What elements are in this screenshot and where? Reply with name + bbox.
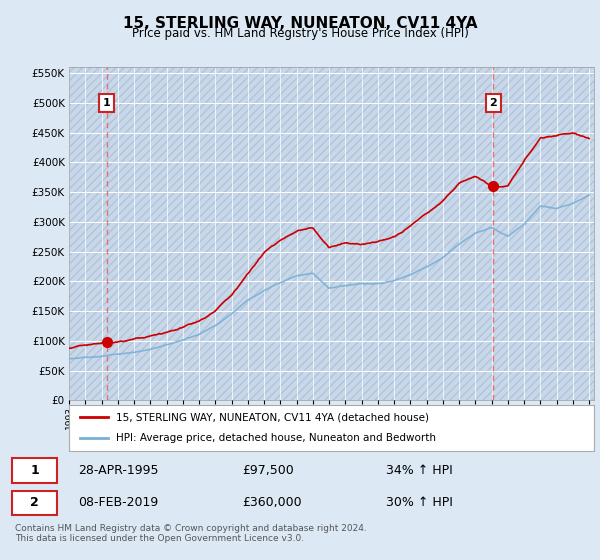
- Text: 1: 1: [30, 464, 39, 477]
- Text: £97,500: £97,500: [242, 464, 294, 477]
- Text: 30% ↑ HPI: 30% ↑ HPI: [386, 497, 453, 510]
- FancyBboxPatch shape: [12, 458, 57, 483]
- Text: 34% ↑ HPI: 34% ↑ HPI: [386, 464, 453, 477]
- Text: Contains HM Land Registry data © Crown copyright and database right 2024.
This d: Contains HM Land Registry data © Crown c…: [15, 524, 367, 543]
- Text: 2: 2: [490, 98, 497, 108]
- Text: HPI: Average price, detached house, Nuneaton and Bedworth: HPI: Average price, detached house, Nune…: [116, 433, 436, 444]
- Text: 15, STERLING WAY, NUNEATON, CV11 4YA (detached house): 15, STERLING WAY, NUNEATON, CV11 4YA (de…: [116, 412, 429, 422]
- Text: 15, STERLING WAY, NUNEATON, CV11 4YA: 15, STERLING WAY, NUNEATON, CV11 4YA: [123, 16, 477, 31]
- FancyBboxPatch shape: [12, 491, 57, 515]
- Text: Price paid vs. HM Land Registry's House Price Index (HPI): Price paid vs. HM Land Registry's House …: [131, 27, 469, 40]
- Text: 28-APR-1995: 28-APR-1995: [78, 464, 159, 477]
- Text: £360,000: £360,000: [242, 497, 302, 510]
- Text: 1: 1: [103, 98, 110, 108]
- Text: 2: 2: [30, 497, 39, 510]
- Text: 08-FEB-2019: 08-FEB-2019: [78, 497, 158, 510]
